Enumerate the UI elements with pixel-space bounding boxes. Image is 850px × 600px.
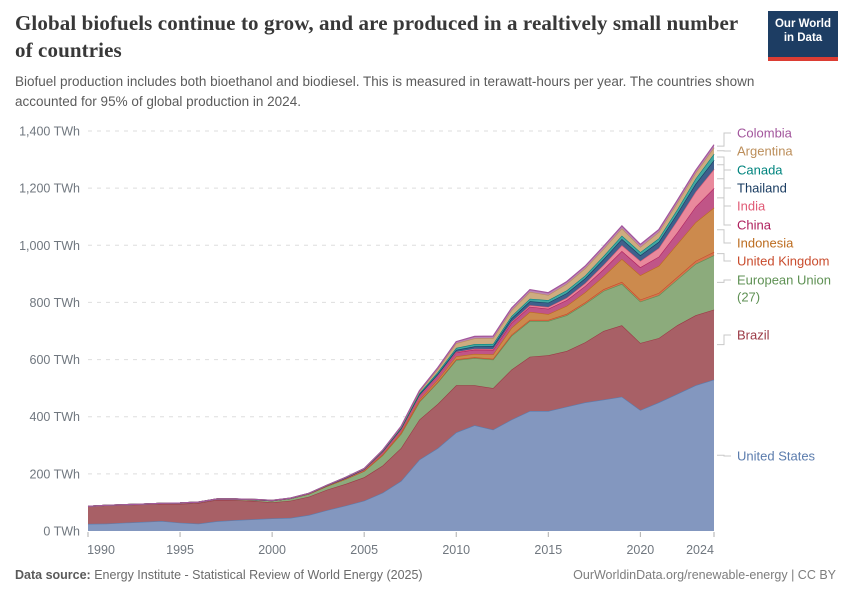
- legend-connector-united-kingdom: [717, 253, 731, 262]
- legend-label-thailand[interactable]: Thailand: [737, 181, 787, 196]
- legend-label-china[interactable]: China: [737, 218, 772, 233]
- legend-connector-thailand: [717, 164, 731, 189]
- x-tick-label: 1995: [166, 543, 194, 557]
- owid-logo[interactable]: Our World in Data: [768, 11, 838, 61]
- y-tick-label: 400 TWh: [30, 410, 81, 424]
- x-tick-label: 1990: [87, 543, 115, 557]
- owid-logo-line2: in Data: [783, 32, 823, 44]
- y-tick-label: 1,200 TWh: [19, 182, 80, 196]
- data-source-label: Data source:: [15, 568, 91, 582]
- owid-url-license[interactable]: OurWorldinData.org/renewable-energy | CC…: [573, 568, 836, 582]
- legend-label-brazil[interactable]: Brazil: [737, 328, 770, 343]
- y-tick-label: 800 TWh: [30, 296, 81, 310]
- legend-label-colombia[interactable]: Colombia: [737, 126, 793, 141]
- legend-connector-china: [717, 197, 731, 226]
- y-tick-label: 1,000 TWh: [19, 239, 80, 253]
- y-tick-label: 0 TWh: [43, 525, 80, 539]
- y-tick-label: 600 TWh: [30, 353, 81, 367]
- legend-label-indonesia[interactable]: Indonesia: [737, 236, 794, 251]
- area-outline-colombia: [87, 144, 715, 507]
- legend-connector-united-states: [717, 454, 731, 457]
- legend-connector-brazil: [717, 334, 731, 346]
- legend-connector-india: [717, 178, 731, 207]
- legend-label-india[interactable]: India: [737, 199, 766, 214]
- area-united-states[interactable]: [88, 379, 714, 531]
- x-tick-label: 2015: [534, 543, 562, 557]
- x-tick-label: 2010: [442, 543, 470, 557]
- legend-label-united-kingdom[interactable]: United Kingdom: [737, 254, 830, 269]
- x-tick-label: 2020: [626, 543, 654, 557]
- y-tick-label: 1,400 TWh: [19, 125, 80, 139]
- data-source-value: Energy Institute - Statistical Review of…: [90, 568, 423, 582]
- chart-subtitle: Biofuel production includes both bioetha…: [15, 74, 755, 109]
- area-brazil[interactable]: [88, 309, 714, 524]
- x-tick-label: 2005: [350, 543, 378, 557]
- y-tick-label: 200 TWh: [30, 467, 81, 481]
- data-source-note: Data source: Energy Institute - Statisti…: [15, 568, 423, 582]
- legend-connector-colombia: [717, 132, 731, 147]
- legend-connector-canada: [717, 156, 731, 171]
- owid-logo-line1: Our World: [774, 18, 831, 30]
- legend-connector-european-union-27: [717, 279, 731, 283]
- legend-connector-indonesia: [717, 229, 731, 244]
- legend-label-european-union-27[interactable]: European Union (27): [737, 273, 831, 305]
- x-tick-label: 2000: [258, 543, 286, 557]
- x-tick-label: 2024: [686, 543, 714, 557]
- legend-label-argentina[interactable]: Argentina: [737, 144, 793, 159]
- legend-label-canada[interactable]: Canada: [737, 163, 783, 178]
- chart-header: Global biofuels continue to grow, and ar…: [15, 10, 760, 112]
- chart-title: Global biofuels continue to grow, and ar…: [15, 11, 738, 62]
- legend-label-united-states[interactable]: United States: [737, 449, 816, 464]
